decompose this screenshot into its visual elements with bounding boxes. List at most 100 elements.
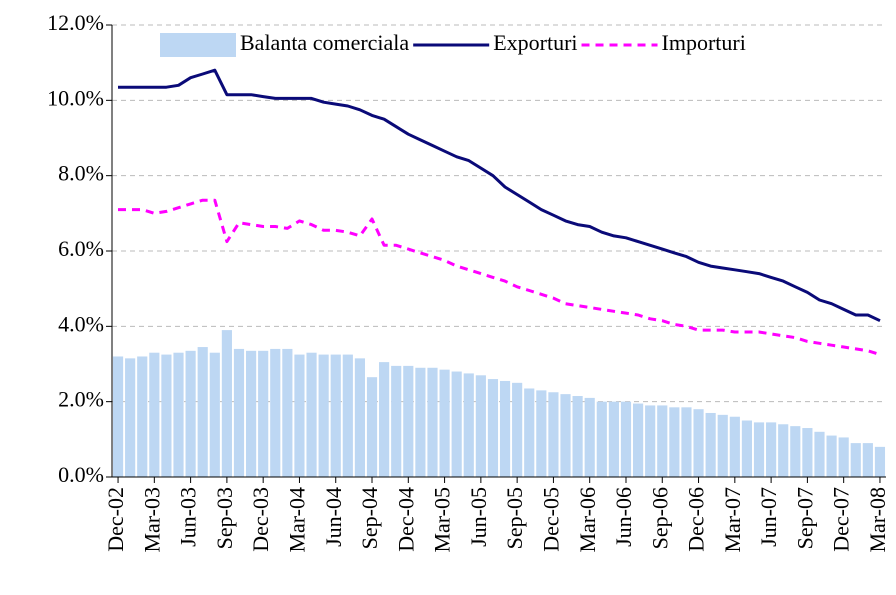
- bar: [318, 354, 329, 477]
- x-tick-label: Dec-04: [393, 487, 418, 552]
- x-tick-label: Jun-05: [466, 487, 491, 547]
- bar: [584, 397, 595, 477]
- x-tick-label: Mar-05: [430, 487, 455, 553]
- bar: [838, 437, 849, 477]
- bar: [245, 350, 257, 477]
- x-tick-label: Mar-04: [285, 487, 310, 553]
- bar: [258, 350, 269, 477]
- bar: [499, 380, 511, 477]
- bar: [850, 443, 861, 477]
- bar: [669, 407, 680, 477]
- bar: [790, 426, 801, 477]
- bar: [729, 416, 740, 477]
- bar: [451, 371, 462, 477]
- bar: [282, 348, 293, 477]
- bar: [475, 375, 486, 477]
- x-tick-label: Dec-02: [103, 487, 128, 552]
- bar: [753, 422, 765, 477]
- bar: [185, 350, 196, 477]
- line-1: [118, 68, 881, 323]
- bar: [233, 348, 245, 477]
- x-tick-label: Sep-04: [357, 487, 382, 549]
- y-tick-label: 4.0%: [58, 311, 104, 336]
- y-tick-label: 6.0%: [58, 236, 104, 261]
- bar: [572, 396, 583, 477]
- bar: [862, 443, 873, 477]
- bar: [161, 354, 172, 477]
- x-tick-label: Jun-04: [321, 487, 346, 547]
- bar: [391, 365, 402, 477]
- bar: [463, 373, 474, 477]
- bar: [512, 382, 523, 477]
- x-tick-label: Dec-05: [538, 487, 563, 552]
- bar: [596, 401, 607, 477]
- y-tick-label: 12.0%: [47, 10, 104, 35]
- bar: [536, 390, 547, 477]
- bar: [209, 352, 220, 477]
- bar: [294, 354, 305, 477]
- bar: [741, 420, 753, 477]
- bar: [681, 407, 692, 477]
- bar: [366, 377, 378, 477]
- bar: [560, 394, 571, 477]
- bar: [766, 422, 777, 477]
- x-tick-label: Dec-06: [684, 487, 709, 552]
- bar: [354, 358, 366, 477]
- bar: [137, 356, 148, 477]
- y-tick-label: 10.0%: [47, 85, 104, 110]
- legend-label: Importuri: [662, 30, 746, 55]
- bar: [221, 330, 232, 477]
- legend-label: Exporturi: [493, 30, 577, 55]
- x-tick-label: Sep-06: [647, 487, 672, 549]
- x-tick-label: Dec-03: [248, 487, 273, 552]
- bar: [693, 409, 704, 477]
- bar: [439, 369, 450, 477]
- legend-label: Balanta comerciala: [240, 30, 409, 55]
- bar: [330, 354, 341, 477]
- bar: [487, 379, 499, 477]
- bar: [270, 348, 281, 477]
- x-tick-label: Mar-06: [575, 487, 600, 553]
- bar: [826, 435, 837, 477]
- bar: [608, 401, 619, 477]
- y-tick-label: 8.0%: [58, 161, 104, 186]
- bar: [705, 412, 716, 477]
- x-tick-label: Mar-08: [865, 487, 890, 553]
- bar: [342, 354, 353, 477]
- x-tick-label: Mar-03: [139, 487, 164, 553]
- legend-swatch: [160, 33, 236, 57]
- y-tick-label: 2.0%: [58, 387, 104, 412]
- x-tick-label: Dec-07: [829, 487, 854, 552]
- x-tick-label: Jun-06: [611, 487, 636, 547]
- bar: [632, 403, 644, 477]
- bar: [403, 365, 414, 477]
- bar: [415, 367, 426, 477]
- x-tick-label: Sep-05: [502, 487, 527, 549]
- bar: [778, 424, 789, 477]
- x-tick-label: Jun-03: [176, 487, 201, 547]
- bar: [874, 446, 886, 477]
- bar: [548, 392, 559, 477]
- bar: [657, 405, 668, 477]
- bar: [173, 352, 184, 477]
- bar: [427, 367, 438, 477]
- bar: [306, 352, 317, 477]
- bar: [717, 414, 728, 477]
- bar: [524, 388, 535, 477]
- x-tick-label: Sep-03: [212, 487, 237, 549]
- bar: [802, 428, 813, 477]
- line-2: [118, 198, 881, 357]
- bar: [197, 347, 208, 477]
- x-tick-label: Mar-07: [720, 487, 745, 553]
- y-tick-label: 0.0%: [58, 462, 104, 487]
- bar: [379, 362, 390, 477]
- bar: [645, 405, 656, 477]
- bar: [112, 356, 124, 477]
- bar: [149, 352, 160, 477]
- bar: [814, 431, 825, 477]
- x-tick-label: Sep-07: [792, 487, 817, 549]
- bar: [125, 358, 136, 477]
- bar: [620, 401, 632, 477]
